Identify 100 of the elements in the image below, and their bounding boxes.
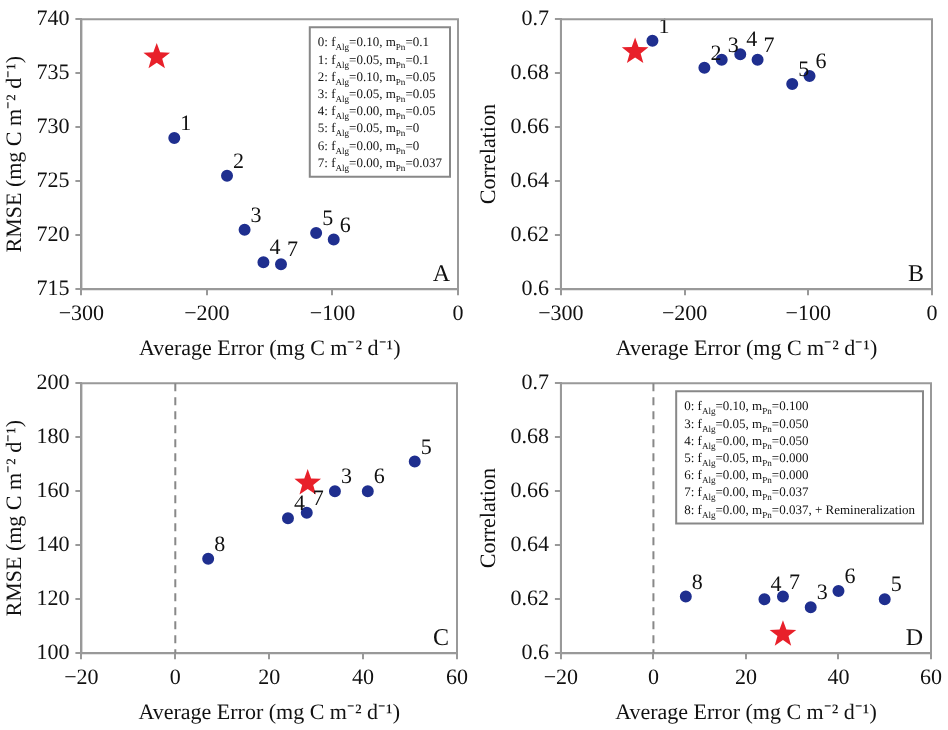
y-tick-label: 0.7	[521, 6, 550, 31]
y-tick-label: 200	[36, 370, 71, 395]
y-tick-label: 0.62	[510, 222, 549, 247]
annotation: 7	[287, 238, 299, 263]
y-tick-label: 740	[36, 6, 71, 31]
point	[621, 37, 649, 63]
annotation: 7	[312, 486, 325, 511]
point	[776, 590, 789, 603]
point	[769, 620, 797, 646]
annotation: A	[432, 259, 451, 288]
y-tick-label: 0.66	[510, 478, 550, 503]
point	[646, 34, 659, 47]
y-tick-label: 140	[36, 532, 71, 557]
point	[361, 485, 374, 498]
point	[327, 233, 340, 246]
x-tick-label: −20	[64, 666, 100, 691]
annotation: 8	[214, 532, 227, 557]
y-tick-label: 0.64	[510, 168, 550, 193]
point	[238, 223, 251, 236]
point	[679, 590, 692, 603]
annotation: 6	[815, 49, 828, 74]
y-tick-label: 725	[36, 168, 71, 193]
x-tick-label: −300	[58, 302, 106, 327]
annotation: 4	[269, 236, 282, 261]
annotation: 5	[420, 435, 433, 460]
x-tick-label: 0	[647, 666, 660, 691]
point	[832, 585, 845, 598]
y-tick-label: 0.64	[510, 532, 550, 557]
point	[804, 601, 817, 614]
point	[281, 512, 294, 525]
annotation: 4	[770, 573, 783, 598]
y-tick-label: 100	[36, 640, 71, 665]
x-tick-label: 60	[446, 666, 469, 691]
x-tick-label: 0	[926, 302, 939, 327]
y-tick-label: 720	[36, 222, 71, 247]
annotation: D	[905, 623, 924, 652]
annotation: 3	[340, 465, 353, 490]
annotation: 8	[691, 570, 704, 595]
y-tick-label: 0.68	[510, 60, 550, 85]
point	[758, 593, 771, 606]
y-tick-label: 180	[36, 424, 71, 449]
x-tick-label: 40	[352, 666, 376, 691]
point	[786, 78, 799, 90]
point	[328, 485, 341, 498]
annotation: 7	[763, 33, 776, 58]
annotation: B	[907, 259, 924, 288]
annotation: 3	[727, 33, 740, 58]
x-tick-label: −200	[661, 302, 709, 327]
annotation: 7	[788, 570, 801, 595]
y-tick-label: 0.6	[521, 640, 550, 665]
point	[275, 258, 287, 271]
y-tick-label: 0.68	[510, 424, 550, 449]
annotation: 6	[844, 565, 857, 590]
point	[257, 256, 270, 269]
y-tick-label: 730	[36, 114, 71, 139]
x-tick-label: −100	[785, 302, 832, 327]
x-tick-label: 0	[452, 302, 465, 327]
point	[751, 53, 764, 66]
x-axis-title: Average Error (mg C m⁻² d⁻¹)	[615, 700, 878, 725]
y-tick-label: 160	[36, 478, 71, 503]
point	[310, 227, 323, 240]
y-axis-title: Correlation	[476, 467, 501, 569]
x-tick-label: −300	[538, 302, 585, 327]
annotation: 5	[890, 573, 903, 598]
y-axis-title: RMSE (mg C m⁻² d⁻¹)	[2, 419, 27, 617]
y-axis-title: RMSE (mg C m⁻² d⁻¹)	[2, 55, 27, 253]
x-axis-title: Average Error (mg C m⁻² d⁻¹)	[138, 336, 402, 361]
x-tick-label: 20	[734, 666, 758, 691]
annotation: 5	[798, 58, 811, 82]
y-tick-label: 120	[36, 586, 71, 611]
x-tick-label: −20	[543, 666, 580, 691]
point	[221, 169, 234, 182]
y-tick-label: 735	[36, 60, 71, 85]
y-tick-label: 0.6	[521, 276, 550, 301]
x-tick-label: −100	[309, 302, 357, 327]
point	[168, 132, 181, 144]
annotation: 3	[816, 581, 829, 606]
annotation: 5	[322, 207, 335, 232]
annotation: 2	[710, 41, 722, 66]
y-tick-label: 0.7	[521, 370, 550, 395]
x-tick-label: 40	[827, 666, 851, 691]
annotation: 1	[180, 112, 192, 136]
annotation: 4	[293, 492, 306, 517]
annotation: 3	[250, 203, 263, 228]
annotation: 6	[339, 213, 352, 238]
x-tick-label: 20	[258, 666, 282, 691]
x-tick-label: 0	[169, 666, 182, 691]
annotation: 4	[746, 28, 759, 53]
x-axis-title: Average Error (mg C m⁻² d⁻¹)	[138, 700, 401, 725]
y-tick-label: 0.66	[510, 114, 550, 139]
point	[143, 43, 171, 69]
point	[698, 61, 711, 74]
y-tick-label: 0.62	[510, 586, 549, 611]
y-tick-label: 715	[36, 276, 71, 301]
y-axis-title: Correlation	[476, 103, 501, 205]
point	[408, 455, 421, 468]
annotation: C	[432, 623, 449, 652]
annotation: 6	[373, 465, 386, 490]
x-tick-label: 60	[920, 666, 943, 691]
x-tick-label: −200	[184, 302, 231, 327]
